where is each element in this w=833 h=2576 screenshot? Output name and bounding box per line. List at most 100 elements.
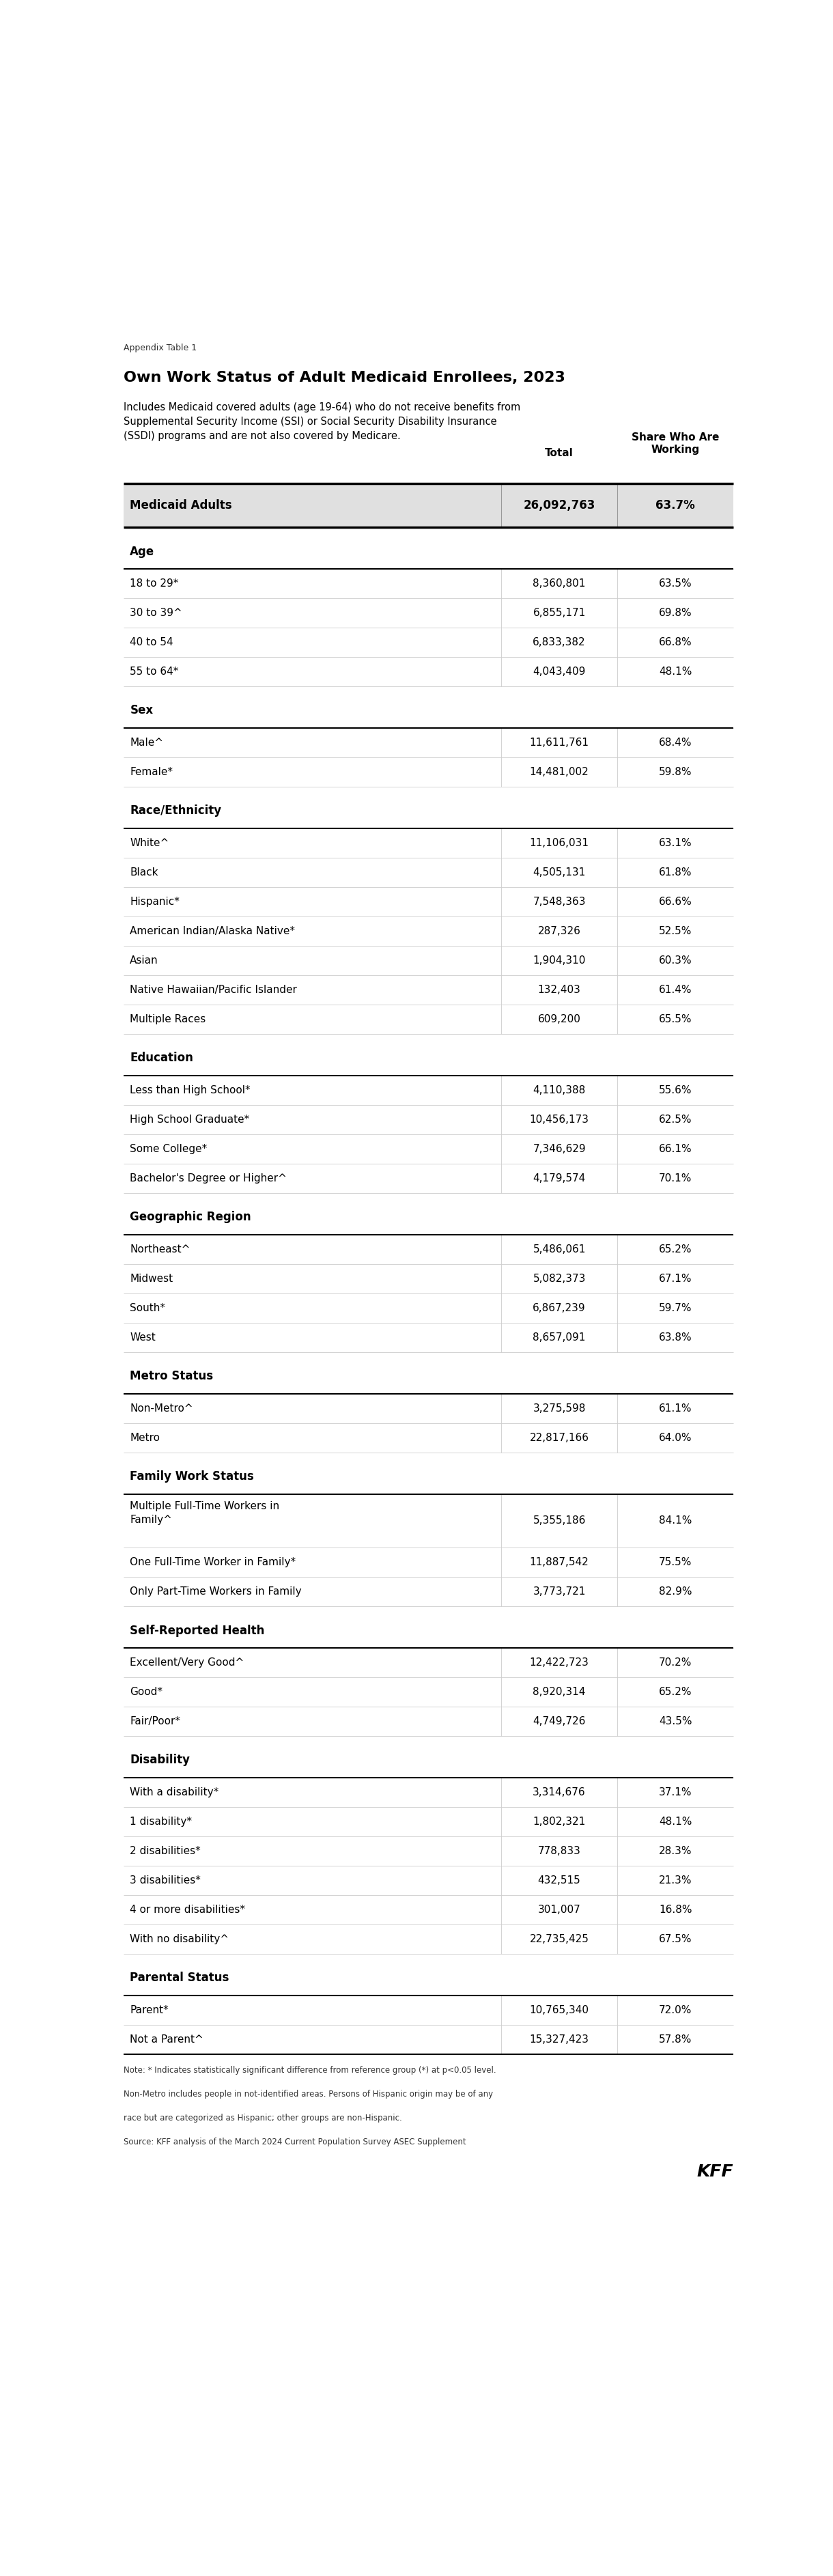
Text: 778,833: 778,833 [538, 1847, 581, 1857]
Text: 63.8%: 63.8% [659, 1332, 692, 1342]
Text: 63.5%: 63.5% [659, 580, 692, 590]
Text: 5,082,373: 5,082,373 [533, 1273, 586, 1283]
Text: 11,887,542: 11,887,542 [530, 1556, 589, 1566]
Text: 30 to 39^: 30 to 39^ [130, 608, 182, 618]
Text: Note: * Indicates statistically significant difference from reference group (*) : Note: * Indicates statistically signific… [123, 2066, 496, 2076]
Text: 66.6%: 66.6% [659, 896, 692, 907]
Text: Parent*: Parent* [130, 2004, 169, 2014]
Text: 2 disabilities*: 2 disabilities* [130, 1847, 201, 1857]
Text: Geographic Region: Geographic Region [130, 1211, 252, 1224]
Text: Age: Age [130, 546, 155, 556]
Text: Fair/Poor*: Fair/Poor* [130, 1716, 181, 1726]
Text: 609,200: 609,200 [538, 1015, 581, 1025]
Text: 66.8%: 66.8% [659, 636, 692, 647]
Text: 65.5%: 65.5% [659, 1015, 692, 1025]
Text: 14,481,002: 14,481,002 [530, 768, 589, 778]
Text: 10,765,340: 10,765,340 [530, 2004, 589, 2014]
Text: Only Part-Time Workers in Family: Only Part-Time Workers in Family [130, 1587, 302, 1597]
Text: KFF: KFF [697, 2164, 734, 2179]
Text: 7,548,363: 7,548,363 [533, 896, 586, 907]
Text: 55 to 64*: 55 to 64* [130, 667, 179, 677]
Text: 70.1%: 70.1% [659, 1172, 692, 1182]
Text: 63.1%: 63.1% [659, 837, 692, 848]
Text: 65.2%: 65.2% [659, 1687, 692, 1698]
Bar [123, 484, 734, 528]
Text: West: West [130, 1332, 156, 1342]
Text: 1 disability*: 1 disability* [130, 1816, 192, 1826]
Text: 70.2%: 70.2% [659, 1656, 692, 1667]
Text: Parental Status: Parental Status [130, 1971, 229, 1984]
Text: 3,275,598: 3,275,598 [533, 1404, 586, 1414]
Text: Metro Status: Metro Status [130, 1370, 213, 1383]
Text: 48.1%: 48.1% [659, 1816, 692, 1826]
Text: Bachelor's Degree or Higher^: Bachelor's Degree or Higher^ [130, 1172, 287, 1182]
Text: 62.5%: 62.5% [659, 1115, 692, 1126]
Text: White^: White^ [130, 837, 169, 848]
Text: Less than High School*: Less than High School* [130, 1084, 251, 1095]
Text: Education: Education [130, 1051, 193, 1064]
Text: Non-Metro^: Non-Metro^ [130, 1404, 193, 1414]
Text: 301,007: 301,007 [538, 1904, 581, 1914]
Text: Metro: Metro [130, 1432, 160, 1443]
Text: Family Work Status: Family Work Status [130, 1471, 254, 1484]
Text: Own Work Status of Adult Medicaid Enrollees, 2023: Own Work Status of Adult Medicaid Enroll… [123, 371, 565, 384]
Text: 75.5%: 75.5% [659, 1556, 692, 1566]
Text: 432,515: 432,515 [538, 1875, 581, 1886]
Text: 10,456,173: 10,456,173 [530, 1115, 589, 1126]
Text: 22,735,425: 22,735,425 [530, 1935, 589, 1945]
Text: 60.3%: 60.3% [659, 956, 692, 966]
Text: 15,327,423: 15,327,423 [530, 2035, 589, 2045]
Text: Good*: Good* [130, 1687, 162, 1698]
Text: 67.5%: 67.5% [659, 1935, 692, 1945]
Text: 68.4%: 68.4% [659, 737, 692, 747]
Text: 61.4%: 61.4% [659, 984, 692, 994]
Text: 7,346,629: 7,346,629 [533, 1144, 586, 1154]
Text: 1,904,310: 1,904,310 [533, 956, 586, 966]
Text: 52.5%: 52.5% [659, 925, 692, 935]
Text: 65.2%: 65.2% [659, 1244, 692, 1255]
Text: 61.8%: 61.8% [659, 868, 692, 878]
Text: 6,833,382: 6,833,382 [533, 636, 586, 647]
Text: 82.9%: 82.9% [659, 1587, 692, 1597]
Text: 55.6%: 55.6% [659, 1084, 692, 1095]
Text: 67.1%: 67.1% [659, 1273, 692, 1283]
Text: 3,314,676: 3,314,676 [533, 1788, 586, 1798]
Text: Share Who Are
Working: Share Who Are Working [631, 433, 719, 456]
Text: Source: KFF analysis of the March 2024 Current Population Survey ASEC Supplement: Source: KFF analysis of the March 2024 C… [123, 2138, 466, 2146]
Text: 18 to 29*: 18 to 29* [130, 580, 179, 590]
Text: Self-Reported Health: Self-Reported Health [130, 1625, 265, 1636]
Text: 4,749,726: 4,749,726 [533, 1716, 586, 1726]
Text: American Indian/Alaska Native*: American Indian/Alaska Native* [130, 925, 295, 935]
Text: 16.8%: 16.8% [659, 1904, 692, 1914]
Text: 37.1%: 37.1% [659, 1788, 692, 1798]
Text: 6,867,239: 6,867,239 [533, 1303, 586, 1314]
Text: Some College*: Some College* [130, 1144, 207, 1154]
Text: South*: South* [130, 1303, 166, 1314]
Text: 57.8%: 57.8% [659, 2035, 692, 2045]
Text: 66.1%: 66.1% [659, 1144, 692, 1154]
Text: 40 to 54: 40 to 54 [130, 636, 173, 647]
Text: Hispanic*: Hispanic* [130, 896, 180, 907]
Text: 3,773,721: 3,773,721 [533, 1587, 586, 1597]
Text: 5,486,061: 5,486,061 [533, 1244, 586, 1255]
Text: With a disability*: With a disability* [130, 1788, 219, 1798]
Text: Northeast^: Northeast^ [130, 1244, 190, 1255]
Text: Medicaid Adults: Medicaid Adults [130, 500, 232, 513]
Text: 11,106,031: 11,106,031 [530, 837, 589, 848]
Text: 22,817,166: 22,817,166 [530, 1432, 589, 1443]
Text: 8,920,314: 8,920,314 [533, 1687, 586, 1698]
Text: 63.7%: 63.7% [656, 500, 696, 513]
Text: High School Graduate*: High School Graduate* [130, 1115, 250, 1126]
Text: 11,611,761: 11,611,761 [530, 737, 589, 747]
Text: Excellent/Very Good^: Excellent/Very Good^ [130, 1656, 244, 1667]
Text: Sex: Sex [130, 703, 153, 716]
Text: Race/Ethnicity: Race/Ethnicity [130, 804, 222, 817]
Text: Multiple Full-Time Workers in
Family^: Multiple Full-Time Workers in Family^ [130, 1502, 280, 1525]
Text: Disability: Disability [130, 1754, 190, 1767]
Text: 72.0%: 72.0% [659, 2004, 692, 2014]
Text: 48.1%: 48.1% [659, 667, 692, 677]
Text: Male^: Male^ [130, 737, 163, 747]
Text: 8,657,091: 8,657,091 [533, 1332, 586, 1342]
Text: 4 or more disabilities*: 4 or more disabilities* [130, 1904, 246, 1914]
Text: 43.5%: 43.5% [659, 1716, 692, 1726]
